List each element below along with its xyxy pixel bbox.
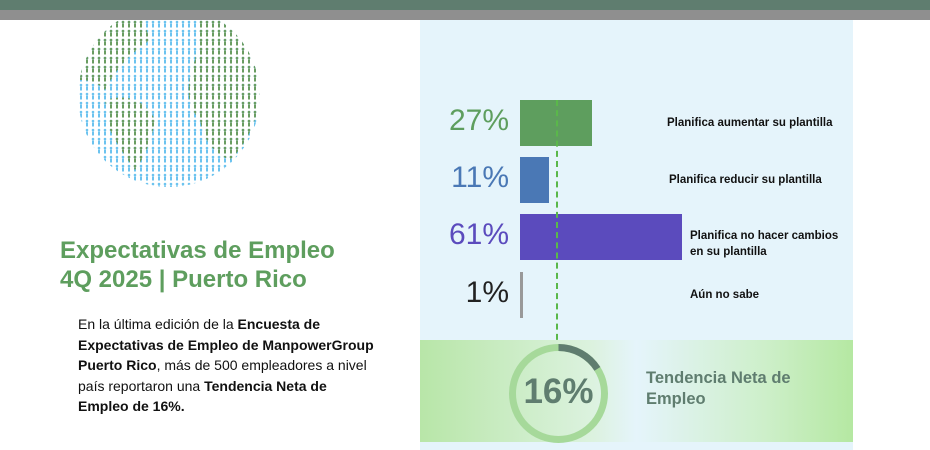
net-trend-dashed-line	[556, 100, 558, 350]
top-banner	[0, 0, 930, 10]
ring-arc	[509, 344, 608, 443]
desc-text: En la última edición de la	[78, 316, 238, 332]
desc-bold: Encuesta de Expectativas de Empleo de Ma…	[78, 316, 374, 373]
bar	[520, 214, 682, 260]
bar	[520, 100, 592, 146]
desc-text: , más de 500 empleadores a nivel país re…	[78, 357, 367, 394]
page-title: Expectativas de Empleo 4Q 2025 | Puerto …	[60, 236, 335, 294]
bar-value-label: 27%	[448, 104, 509, 137]
net-trend-ring	[509, 344, 608, 443]
bar-value-label: 11%	[451, 161, 509, 194]
net-trend-value: 16%	[523, 372, 594, 411]
bar	[520, 272, 523, 318]
bar	[520, 157, 550, 203]
grey-strip	[0, 10, 930, 20]
bar-value-label: 1%	[465, 276, 509, 309]
net-trend-label: Tendencia Neta de Empleo	[646, 369, 791, 408]
bar-category-label: Planifica no hacer cambios en su plantil…	[690, 230, 839, 258]
title-line-1: Expectativas de Empleo	[60, 237, 335, 264]
bar-category-label: Planifica reducir su plantilla	[669, 174, 822, 186]
bar-value-label: 61%	[448, 218, 509, 251]
bar-category-label: Planifica aumentar su plantilla	[667, 117, 833, 129]
bar-category-label: Aún no sabe	[690, 289, 760, 301]
net-trend-band	[420, 340, 853, 442]
description: En la última edición de la Encuesta de E…	[78, 314, 378, 417]
title-line-2: 4Q 2025 | Puerto Rico	[60, 266, 307, 293]
desc-bold: Tendencia Neta de Empleo de 16%.	[78, 377, 327, 415]
globe-of-people-image	[78, 20, 260, 187]
